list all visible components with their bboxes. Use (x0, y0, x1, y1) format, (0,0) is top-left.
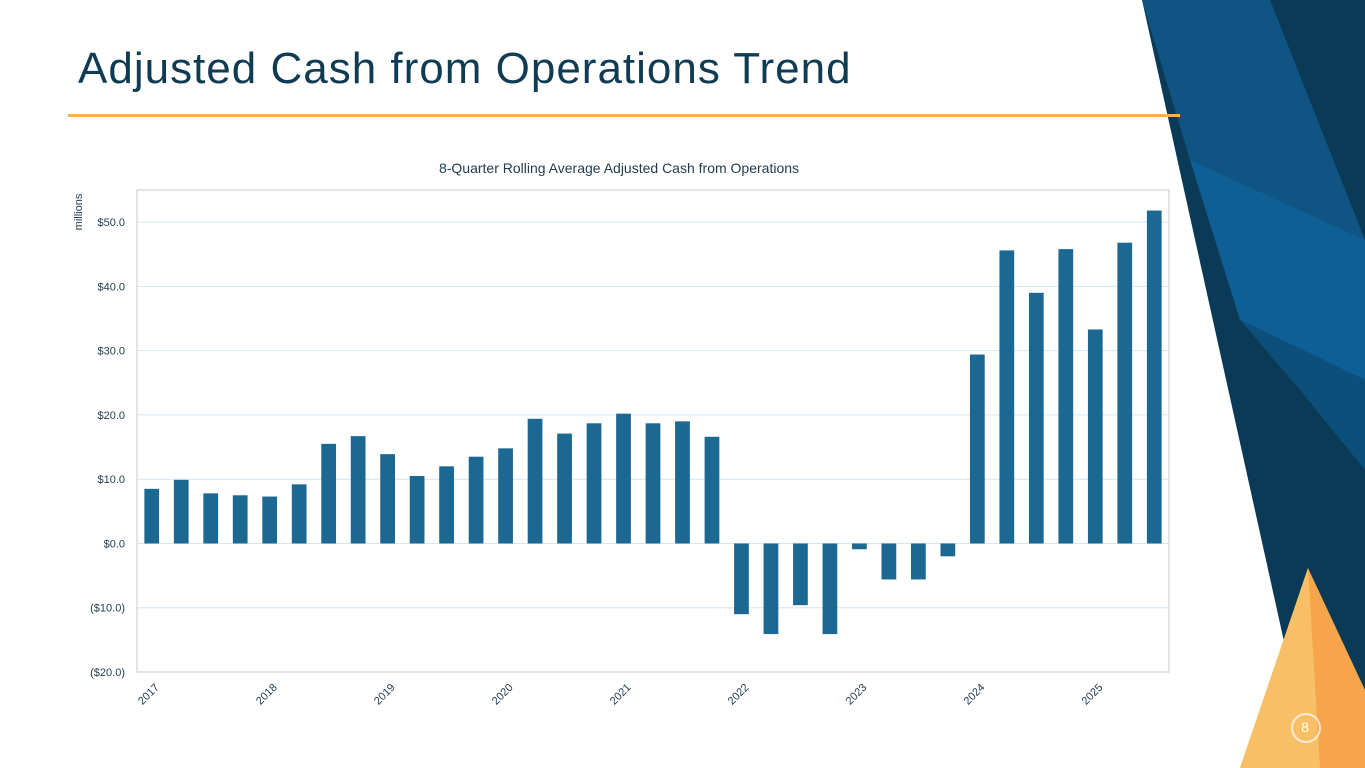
bar (616, 413, 631, 544)
bar (439, 466, 454, 544)
bar (144, 488, 160, 544)
bar (734, 543, 749, 615)
x-tick-labels: 2017 2018 2019 2020 2021 2022 2023 2024 2025 (136, 682, 1105, 708)
bar (852, 543, 867, 550)
x-tick-label: 2022 (726, 682, 752, 708)
bar (321, 443, 337, 544)
logo-ring-icon (1291, 713, 1321, 743)
bar (911, 543, 926, 580)
bar (586, 423, 602, 544)
blue-band-mid (1190, 160, 1365, 380)
bar (350, 436, 366, 544)
bar (380, 454, 395, 544)
bar (675, 421, 690, 544)
x-tick-label: 2025 (1080, 682, 1106, 708)
bar (557, 433, 572, 544)
bar (498, 448, 513, 544)
bars (144, 210, 1162, 635)
bar (291, 484, 307, 544)
bar (1058, 249, 1074, 544)
blue-band-low (1240, 320, 1365, 470)
bar (999, 250, 1015, 544)
x-tick-label: 2018 (254, 682, 280, 708)
bar (793, 543, 808, 606)
bar (763, 543, 779, 635)
bar (232, 495, 248, 544)
x-tick-label: 2019 (372, 682, 398, 708)
slide-title: Adjusted Cash from Operations Trend (78, 44, 852, 93)
plot-frame (136, 189, 1170, 673)
y-axis-label: millions (73, 193, 85, 230)
x-tick-label: 2020 (490, 682, 516, 708)
bar (1117, 242, 1133, 544)
bar (704, 436, 720, 544)
bar (822, 543, 838, 635)
bar (173, 479, 189, 544)
bar (527, 418, 543, 544)
bar (881, 543, 897, 580)
y-tick-label: $50.0 (97, 217, 125, 229)
bar (940, 543, 956, 557)
x-tick-label: 2024 (962, 682, 988, 708)
x-tick-label: 2021 (608, 682, 634, 708)
chart-title: 8-Quarter Rolling Average Adjusted Cash … (439, 160, 799, 176)
y-tick-label: $30.0 (97, 346, 125, 358)
x-tick-label: 2023 (844, 682, 870, 708)
bar (409, 475, 425, 544)
x-tick-label: 2017 (136, 682, 162, 708)
bar (645, 423, 661, 544)
y-tick-label: ($10.0) (90, 603, 125, 615)
bar (1146, 210, 1162, 544)
bar (203, 493, 219, 544)
y-tick-label: $40.0 (97, 281, 125, 293)
bar (1087, 329, 1103, 544)
y-tick-label: $20.0 (97, 410, 125, 422)
title-underline (68, 114, 1180, 117)
bar (468, 456, 484, 544)
y-tick-label: $0.0 (104, 538, 125, 550)
y-tick-labels: ($20.0) ($10.0) $0.0 $10.0 $20.0 $30.0 $40.0 $5… (90, 217, 125, 679)
slide-number: 8 (1301, 719, 1309, 735)
bar (969, 354, 985, 544)
y-tick-label: ($20.0) (90, 667, 125, 679)
bar (1028, 292, 1044, 544)
bar (262, 496, 278, 544)
y-tick-label: $10.0 (97, 474, 125, 486)
